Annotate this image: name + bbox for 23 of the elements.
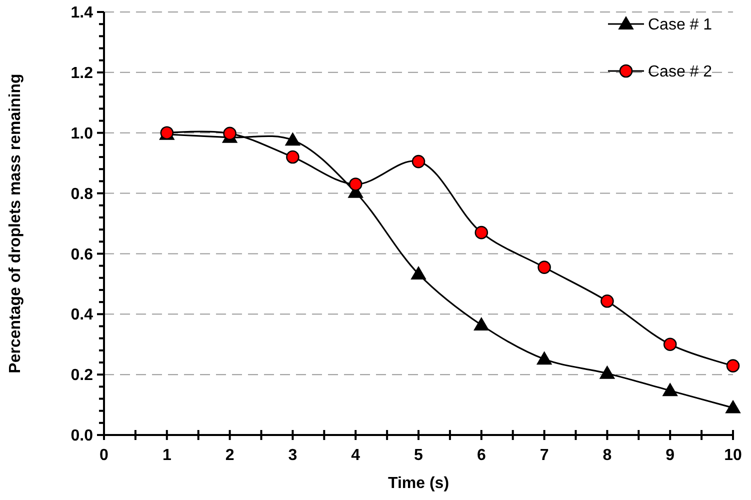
- x-tick-label: 9: [666, 447, 675, 464]
- x-tick-label: 3: [288, 447, 298, 464]
- y-tick-label: 0.0: [70, 428, 94, 445]
- y-tick-label: 0.4: [70, 306, 94, 324]
- x-tick-label: 8: [602, 447, 612, 464]
- x-tick-label: 1: [162, 447, 172, 464]
- legend-label: Case # 1: [648, 16, 712, 34]
- x-tick-label: 5: [414, 447, 424, 464]
- x-tick-label: 4: [351, 447, 360, 464]
- x-axis-title: Time (s): [388, 475, 450, 492]
- y-tick-label: 0.2: [70, 367, 94, 384]
- x-tick-label: 6: [476, 447, 486, 464]
- x-tick-label: 0: [100, 447, 109, 464]
- x-tick-label: 10: [724, 447, 742, 464]
- y-tick-label: 1.2: [70, 65, 94, 82]
- x-tick-label: 2: [225, 447, 234, 464]
- x-tick-label: 7: [540, 447, 549, 464]
- y-tick-label: 1.4: [70, 4, 94, 22]
- y-axis-title: Percentage of droplets mass remaining: [7, 74, 24, 374]
- y-tick-label: 1.0: [70, 125, 94, 142]
- y-tick-label: 0.6: [70, 246, 94, 264]
- y-tick-label: 0.8: [70, 186, 94, 203]
- legend-label: Case # 2: [648, 64, 712, 81]
